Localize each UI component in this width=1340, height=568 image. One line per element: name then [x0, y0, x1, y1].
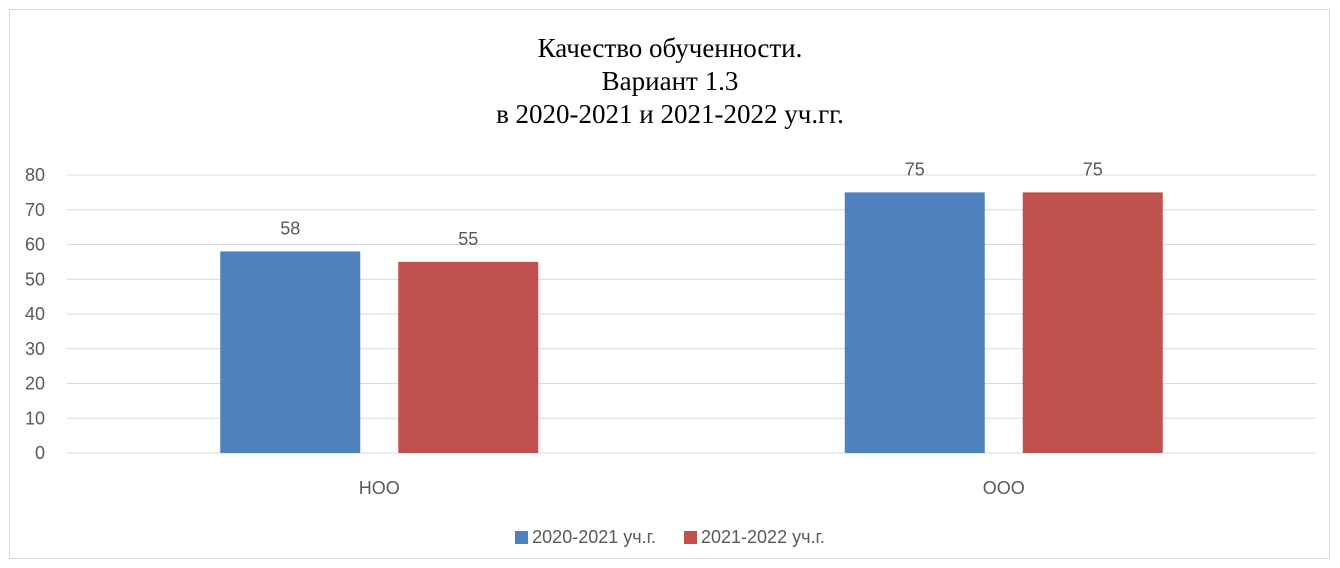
- chart-title: Качество обученности. Вариант 1.3 в 2020…: [0, 32, 1340, 131]
- data-label: 55: [458, 229, 478, 249]
- legend-item-series-1: 2020-2021 уч.г.: [515, 527, 656, 548]
- y-tick-label: 60: [25, 235, 45, 255]
- x-category-label: НОО: [359, 478, 400, 498]
- legend-swatch-series-1: [515, 531, 529, 544]
- y-tick-label: 10: [25, 408, 45, 428]
- y-tick-label: 0: [35, 443, 45, 463]
- bar: [398, 261, 539, 453]
- y-tick-label: 80: [25, 165, 45, 185]
- y-tick-label: 50: [25, 269, 45, 289]
- bar: [220, 251, 361, 453]
- y-tick-label: 70: [25, 200, 45, 220]
- legend-item-series-2: 2021-2022 уч.г.: [684, 527, 825, 548]
- data-label: 75: [905, 159, 925, 179]
- y-tick-label: 40: [25, 304, 45, 324]
- bar: [1022, 192, 1163, 453]
- data-label: 75: [1083, 159, 1103, 179]
- chart-title-line-3: в 2020-2021 и 2021-2022 уч.гг.: [496, 99, 844, 129]
- legend-swatch-series-2: [684, 531, 697, 544]
- y-tick-label: 20: [25, 374, 45, 394]
- chart-title-line-2: Вариант 1.3: [601, 66, 739, 96]
- chart-title-line-1: Качество обученности.: [537, 33, 803, 63]
- legend-label-series-1: 2020-2021 уч.г.: [532, 527, 656, 547]
- data-label: 58: [280, 218, 300, 238]
- bar: [844, 192, 985, 453]
- legend: 2020-2021 уч.г. 2021-2022 уч.г.: [0, 527, 1340, 548]
- y-tick-label: 30: [25, 339, 45, 359]
- x-category-label: ООО: [983, 478, 1025, 498]
- legend-label-series-2: 2021-2022 уч.г.: [701, 527, 825, 547]
